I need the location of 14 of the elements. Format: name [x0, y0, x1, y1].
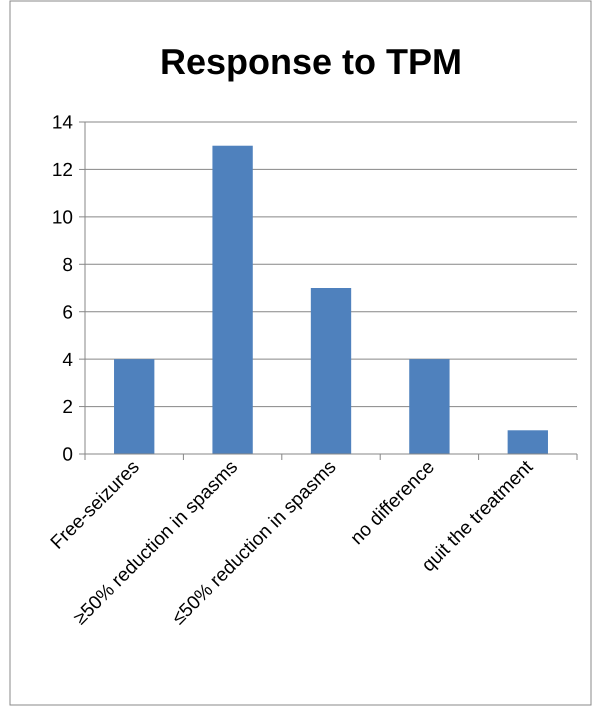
bar — [508, 430, 548, 454]
y-tick-label: 8 — [62, 254, 73, 276]
bar — [212, 146, 253, 454]
y-tick-label: 4 — [62, 350, 74, 371]
bar — [310, 288, 352, 454]
y-tick-label: 6 — [62, 302, 73, 324]
y-tick-label: 0 — [62, 444, 73, 466]
chart-title: Response to TPM — [160, 41, 462, 82]
y-tick-label: 14 — [52, 112, 74, 134]
y-tick-label: 12 — [52, 160, 73, 182]
y-tick-label: 10 — [52, 208, 73, 229]
bar — [409, 359, 450, 454]
y-tick-label: 2 — [62, 397, 73, 418]
bar — [114, 359, 154, 454]
